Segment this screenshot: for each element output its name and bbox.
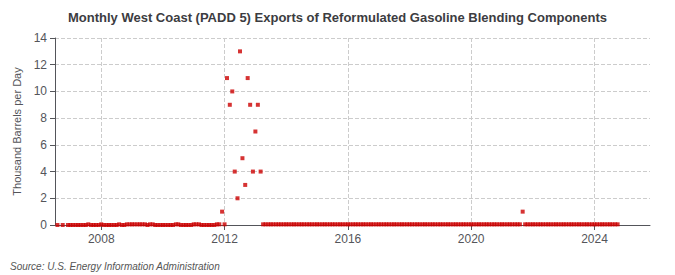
svg-text:4: 4 bbox=[40, 165, 47, 179]
svg-text:0: 0 bbox=[40, 218, 47, 232]
svg-text:Thousand Barrels per Day: Thousand Barrels per Day bbox=[11, 67, 23, 196]
svg-text:2020: 2020 bbox=[458, 232, 485, 246]
svg-text:2008: 2008 bbox=[88, 232, 115, 246]
svg-text:2024: 2024 bbox=[581, 232, 608, 246]
svg-text:6: 6 bbox=[40, 138, 47, 152]
svg-text:14: 14 bbox=[34, 31, 48, 45]
svg-text:2016: 2016 bbox=[335, 232, 362, 246]
svg-text:Source: U.S. Energy Informatio: Source: U.S. Energy Information Administ… bbox=[10, 261, 220, 272]
svg-text:10: 10 bbox=[34, 84, 48, 98]
svg-text:Monthly West Coast (PADD 5) Ex: Monthly West Coast (PADD 5) Exports of R… bbox=[68, 10, 607, 25]
svg-text:2012: 2012 bbox=[211, 232, 238, 246]
svg-text:12: 12 bbox=[34, 58, 48, 72]
svg-text:2: 2 bbox=[40, 191, 47, 205]
svg-text:8: 8 bbox=[40, 111, 47, 125]
